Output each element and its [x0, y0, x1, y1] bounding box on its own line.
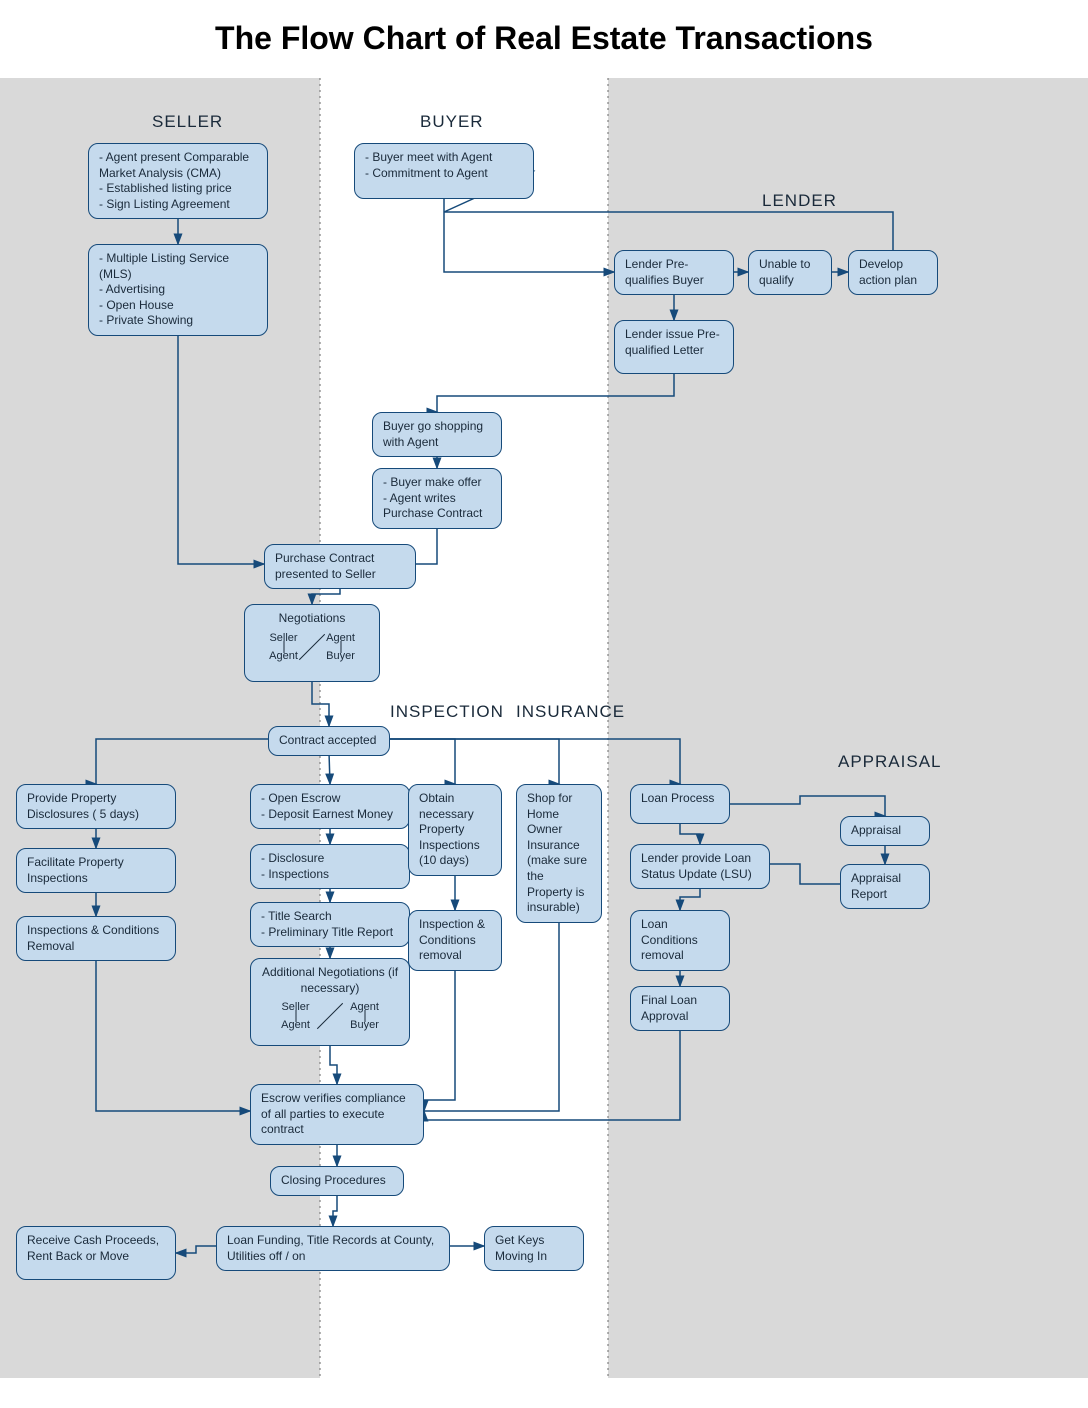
node-n_icond: Inspections & Conditions Removal: [16, 916, 176, 961]
node-n_lpq: Lender Pre-qualifies Buyer: [614, 250, 734, 295]
node-text: Escrow verifies compliance of all partie…: [261, 1091, 413, 1138]
node-n_buyer1: - Buyer meet with Agent - Commitment to …: [354, 143, 534, 199]
node-n_lsu: Lender provide Loan Status Update (LSU): [630, 844, 770, 889]
node-text: Facilitate Property Inspections: [27, 855, 165, 886]
node-n_close: Closing Procedures: [270, 1166, 404, 1196]
node-n_app: Appraisal: [840, 816, 930, 846]
node-text: Purchase Contract presented to Seller: [275, 551, 405, 582]
column-label-inspection: INSPECTION: [390, 702, 504, 722]
node-text: Shop for Home Owner Insurance (make sure…: [527, 791, 591, 916]
node-text: Loan Funding, Title Records at County, U…: [227, 1233, 439, 1264]
node-n_neg2: Additional Negotiations (if necessary)Se…: [250, 958, 410, 1046]
node-n_pdisc: Provide Property Disclosures ( 5 days): [16, 784, 176, 829]
node-text: Appraisal: [851, 823, 919, 839]
node-n_final: Final Loan Approval: [630, 986, 730, 1031]
node-text: - Disclosure - Inspections: [261, 851, 399, 882]
node-n_seller2: - Multiple Listing Service (MLS) - Adver…: [88, 244, 268, 336]
node-n_keys: Get Keys Moving In: [484, 1226, 584, 1271]
node-text: Lender issue Pre-qualified Letter: [625, 327, 723, 358]
node-n_arep: Appraisal Report: [840, 864, 930, 909]
node-n_ins: Shop for Home Owner Insurance (make sure…: [516, 784, 602, 923]
node-text: Lender provide Loan Status Update (LSU): [641, 851, 759, 882]
node-n_neg: NegotiationsSellerAgentAgentBuyer: [244, 604, 380, 682]
node-n_lproc: Loan Process: [630, 784, 730, 824]
column-label-insurance: INSURANCE: [516, 702, 625, 722]
node-n_shop: Buyer go shopping with Agent: [372, 412, 502, 457]
node-n_fac: Facilitate Property Inspections: [16, 848, 176, 893]
node-n_letter: Lender issue Pre-qualified Letter: [614, 320, 734, 374]
node-n_verify: Escrow verifies compliance of all partie…: [250, 1084, 424, 1145]
node-text: Buyer go shopping with Agent: [383, 419, 491, 450]
column-label-appraisal: APPRAISAL: [838, 752, 942, 772]
node-n_fund: Loan Funding, Title Records at County, U…: [216, 1226, 450, 1271]
node-n_lcr: Loan Conditions removal: [630, 910, 730, 971]
column-label-buyer: BUYER: [420, 112, 484, 132]
node-text: Unable to qualify: [759, 257, 821, 288]
node-text: Obtain necessary Property Inspections (1…: [419, 791, 491, 869]
node-text: - Open Escrow - Deposit Earnest Money: [261, 791, 399, 822]
node-text: Negotiations: [255, 611, 369, 627]
node-text: Closing Procedures: [281, 1173, 393, 1189]
node-text: Additional Negotiations (if necessary): [261, 965, 399, 996]
node-text: Final Loan Approval: [641, 993, 719, 1024]
node-n_cash: Receive Cash Proceeds, Rent Back or Move: [16, 1226, 176, 1280]
node-text: Develop action plan: [859, 257, 927, 288]
node-n_escrow: - Open Escrow - Deposit Earnest Money: [250, 784, 410, 829]
column-label-lender: LENDER: [762, 191, 837, 211]
node-n_title: - Title Search - Preliminary Title Repor…: [250, 902, 410, 947]
node-n_present: Purchase Contract presented to Seller: [264, 544, 416, 589]
node-text: Inspections & Conditions Removal: [27, 923, 165, 954]
node-text: Loan Conditions removal: [641, 917, 719, 964]
node-text: Get Keys Moving In: [495, 1233, 573, 1264]
node-text: Receive Cash Proceeds, Rent Back or Move: [27, 1233, 165, 1264]
node-text: - Buyer make offer - Agent writes Purcha…: [383, 475, 491, 522]
node-text: Contract accepted: [279, 733, 379, 749]
node-text: - Agent present Comparable Market Analys…: [99, 150, 257, 212]
node-n_offer: - Buyer make offer - Agent writes Purcha…: [372, 468, 502, 529]
node-text: Provide Property Disclosures ( 5 days): [27, 791, 165, 822]
node-text: - Multiple Listing Service (MLS) - Adver…: [99, 251, 257, 329]
column-label-seller: SELLER: [152, 112, 223, 132]
node-text: - Title Search - Preliminary Title Repor…: [261, 909, 399, 940]
node-n_seller1: - Agent present Comparable Market Analys…: [88, 143, 268, 219]
node-text: Loan Process: [641, 791, 719, 807]
node-n_unable: Unable to qualify: [748, 250, 832, 295]
node-n_di: - Disclosure - Inspections: [250, 844, 410, 889]
node-text: - Buyer meet with Agent - Commitment to …: [365, 150, 523, 181]
node-n_icr: Inspection & Conditions removal: [408, 910, 502, 971]
node-text: Lender Pre-qualifies Buyer: [625, 257, 723, 288]
node-n_accept: Contract accepted: [268, 726, 390, 756]
node-n_obtain: Obtain necessary Property Inspections (1…: [408, 784, 502, 876]
page-title: The Flow Chart of Real Estate Transactio…: [0, 20, 1088, 57]
node-text: Inspection & Conditions removal: [419, 917, 491, 964]
node-text: Appraisal Report: [851, 871, 919, 902]
node-n_plan: Develop action plan: [848, 250, 938, 295]
